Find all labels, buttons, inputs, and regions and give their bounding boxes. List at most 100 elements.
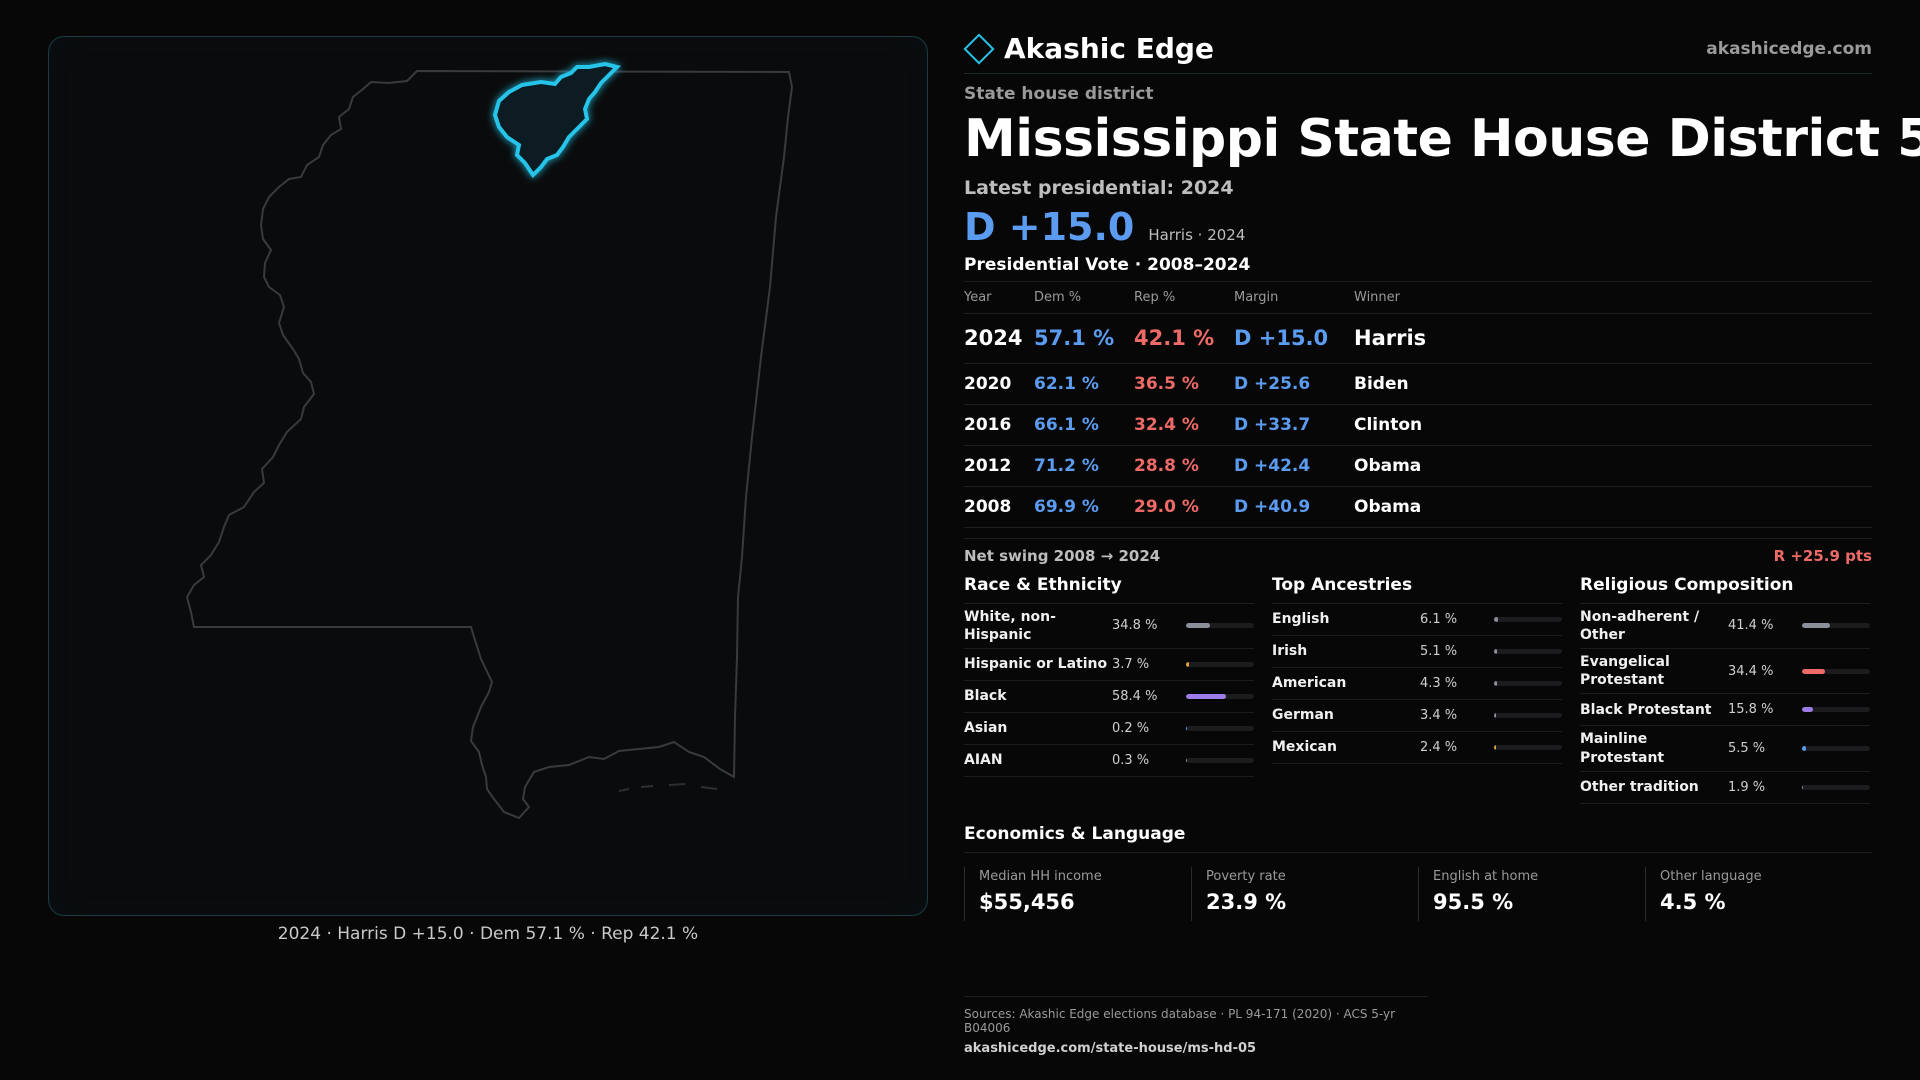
item-bar: [1186, 661, 1254, 667]
row-year: 2008: [964, 486, 1034, 528]
item-bar: [1802, 746, 1870, 752]
row-margin: D +42.4: [1234, 445, 1354, 487]
item-label: Black: [964, 688, 1007, 705]
item-bar: [1186, 693, 1254, 699]
latest-presidential-label: Latest presidential: 2024: [964, 176, 1234, 199]
row-margin: D +25.6: [1234, 363, 1354, 405]
brand-header: Akashic Edge akashicedge.com: [963, 32, 1872, 74]
economics-cells: Median HH income $55,456 Poverty rate 23…: [964, 866, 1872, 921]
item-bar-fill: [1802, 623, 1831, 629]
item-bar: [1186, 725, 1254, 731]
item-label: German: [1272, 707, 1334, 723]
row-winner: Obama: [1354, 486, 1872, 528]
religion-title: Religious Composition: [1580, 575, 1870, 604]
item-label: Mainline Protestant: [1580, 731, 1665, 766]
econ-label: Other language: [1660, 868, 1762, 884]
district-type: State house district: [964, 84, 1154, 104]
item-label: English: [1272, 611, 1330, 627]
brand-url-link[interactable]: akashicedge.com: [1706, 38, 1872, 59]
col-dem: Dem %: [1034, 280, 1134, 314]
col-margin: Margin: [1234, 280, 1354, 314]
item-bar: [1186, 757, 1254, 763]
item-value: 15.8 %: [1728, 702, 1774, 718]
econ-value: 4.5 %: [1660, 889, 1726, 914]
row-margin: D +33.7: [1234, 404, 1354, 446]
row-winner: Biden: [1354, 363, 1872, 405]
row-winner: Clinton: [1354, 404, 1872, 446]
row-rep: 32.4 %: [1134, 404, 1234, 446]
item-label: Black Protestant: [1580, 701, 1712, 718]
item-value: 5.1 %: [1420, 643, 1458, 659]
econ-cell-other-language: Other language 4.5 %: [1645, 866, 1872, 921]
row-year: 2012: [964, 445, 1034, 487]
list-item: Evangelical Protestant 34.4 %: [1580, 649, 1870, 695]
latest-margin-sub: Harris · 2024: [1148, 225, 1246, 244]
col-year: Year: [964, 280, 1034, 314]
item-value: 3.4 %: [1420, 707, 1458, 723]
item-label: American: [1272, 675, 1347, 691]
row-rep: 29.0 %: [1134, 486, 1234, 528]
table-row: 2024 57.1 % 42.1 % D +15.0 Harris: [964, 313, 1872, 364]
item-value: 3.7 %: [1112, 656, 1150, 672]
item-bar-fill: [1186, 623, 1210, 629]
item-label: Asian: [964, 720, 1008, 737]
map-caption: 2024 · Harris D +15.0 · Dem 57.1 % · Rep…: [277, 924, 699, 944]
item-bar: [1494, 616, 1562, 622]
table-row: 2020 62.1 % 36.5 % D +25.6 Biden: [964, 363, 1872, 405]
item-bar: [1494, 712, 1562, 718]
econ-cell-english: English at home 95.5 %: [1418, 866, 1645, 921]
brand[interactable]: Akashic Edge: [963, 32, 1214, 65]
row-dem: 62.1 %: [1034, 363, 1134, 405]
list-item: Other tradition 1.9 %: [1580, 772, 1870, 804]
votes-table: Year Dem % Rep % Margin Winner 2024 57.1…: [964, 280, 1872, 528]
latest-margin: D +15.0 Harris · 2024: [964, 205, 1872, 249]
district-highlight: [492, 61, 621, 179]
row-margin: D +15.0: [1234, 313, 1354, 364]
table-row: 2008 69.9 % 29.0 % D +40.9 Obama: [964, 486, 1872, 528]
list-item: Hispanic or Latino 3.7 %: [964, 649, 1254, 681]
brand-name: Akashic Edge: [1004, 32, 1214, 65]
list-item: English 6.1 %: [1272, 604, 1562, 636]
list-item: Black Protestant 15.8 %: [1580, 694, 1870, 727]
list-item: White, non-Hispanic 34.8 %: [964, 604, 1254, 649]
item-bar: [1802, 784, 1870, 790]
item-bar-fill: [1494, 616, 1499, 622]
item-value: 2.4 %: [1420, 739, 1458, 755]
item-bar-fill: [1494, 712, 1497, 718]
row-rep: 36.5 %: [1134, 363, 1234, 405]
row-dem: 57.1 %: [1034, 313, 1134, 364]
row-dem: 69.9 %: [1034, 486, 1134, 528]
state-map: [185, 61, 794, 820]
ancestry-section: Top Ancestries English 6.1 % Irish 5.1 % Ame…: [1272, 575, 1562, 804]
col-winner: Winner: [1354, 280, 1872, 314]
item-bar-fill: [1802, 668, 1826, 674]
row-rep: 42.1 %: [1134, 313, 1234, 364]
item-bar: [1802, 668, 1870, 674]
item-label: Non-adherent / Other: [1580, 608, 1700, 643]
sources-link[interactable]: akashicedge.com/state-house/ms-hd-05: [964, 1041, 1257, 1056]
coast-islands: [618, 783, 718, 792]
list-item: Mexican 2.4 %: [1272, 732, 1562, 764]
item-label: Hispanic or Latino: [964, 656, 1108, 673]
sources-footer: Sources: Akashic Edge elections database…: [964, 996, 1428, 1056]
item-bar-fill: [1494, 744, 1496, 750]
item-value: 58.4 %: [1112, 688, 1158, 704]
page-title: Mississippi State House District 5: [964, 109, 1920, 169]
map-panel: [48, 36, 928, 916]
row-dem: 71.2 %: [1034, 445, 1134, 487]
item-bar: [1186, 623, 1254, 629]
religion-section: Religious Composition Non-adherent / Oth…: [1580, 575, 1870, 804]
item-value: 4.3 %: [1420, 675, 1458, 691]
row-margin: D +40.9: [1234, 486, 1354, 528]
col-rep: Rep %: [1134, 280, 1234, 314]
item-bar: [1494, 648, 1562, 654]
econ-cell-poverty: Poverty rate 23.9 %: [1191, 866, 1418, 921]
votes-header-row: Year Dem % Rep % Margin Winner: [964, 280, 1872, 314]
item-value: 5.5 %: [1728, 741, 1766, 757]
item-bar: [1802, 623, 1870, 629]
latest-margin-value: D +15.0: [964, 204, 1135, 249]
table-row: 2016 66.1 % 32.4 % D +33.7 Clinton: [964, 404, 1872, 446]
demographics: Race & Ethnicity White, non-Hispanic 34.8…: [964, 575, 1872, 804]
item-bar-fill: [1494, 680, 1497, 686]
race-title: Race & Ethnicity: [964, 575, 1254, 604]
